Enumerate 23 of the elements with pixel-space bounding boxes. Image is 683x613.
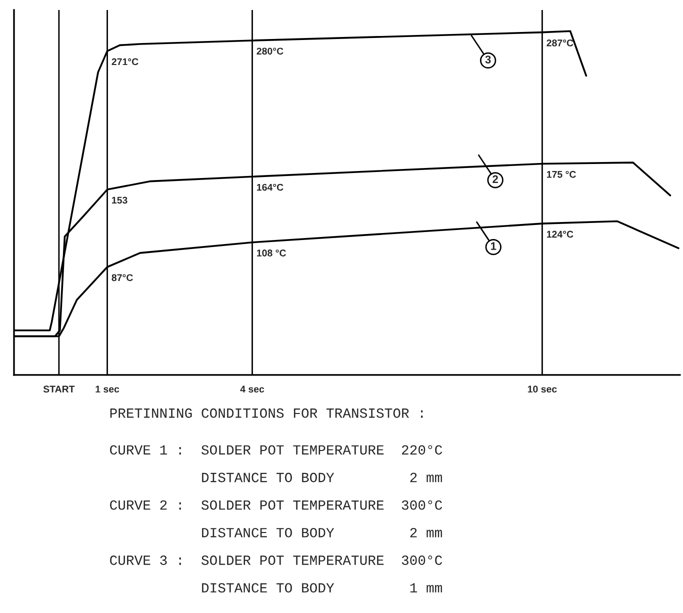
text: DISTANCE TO BODY 2 mm [202,528,442,538]
data-label: 108 °C [257,250,286,256]
x-tick-label: START [43,386,75,393]
text: CURVE 3 : SOLDER POT TEMPERATURE 300°C [110,556,442,565]
data-label: 287°C [546,39,574,46]
text: DISTANCE TO BODY 1 mm [202,583,442,593]
annotation: 3 [485,56,491,64]
text: DISTANCE TO BODY 2 mm [202,472,442,482]
annotation: 2 [492,175,498,184]
data-label: 124°C [546,230,574,238]
data-label: 280°C [256,48,284,55]
annotation: 1 [491,242,496,250]
data-label: 175 °C [546,170,576,178]
text: PRETINNING CONDITIONS FOR TRANSISTOR : [110,408,423,418]
data-label: 271°C [112,58,138,66]
data-label: 87°C [112,274,133,282]
data-label: 164°C [257,184,284,191]
x-tick-label: 10 sec [528,386,557,393]
data-label: 153 [112,196,128,204]
text: CURVE 2 : SOLDER POT TEMPERATURE 300°C [110,500,442,510]
text: CURVE 1 : SOLDER POT TEMPERATURE 220°C [110,445,442,455]
x-tick-label: 1 sec [96,386,120,393]
x-tick-label: 4 sec [240,386,264,393]
